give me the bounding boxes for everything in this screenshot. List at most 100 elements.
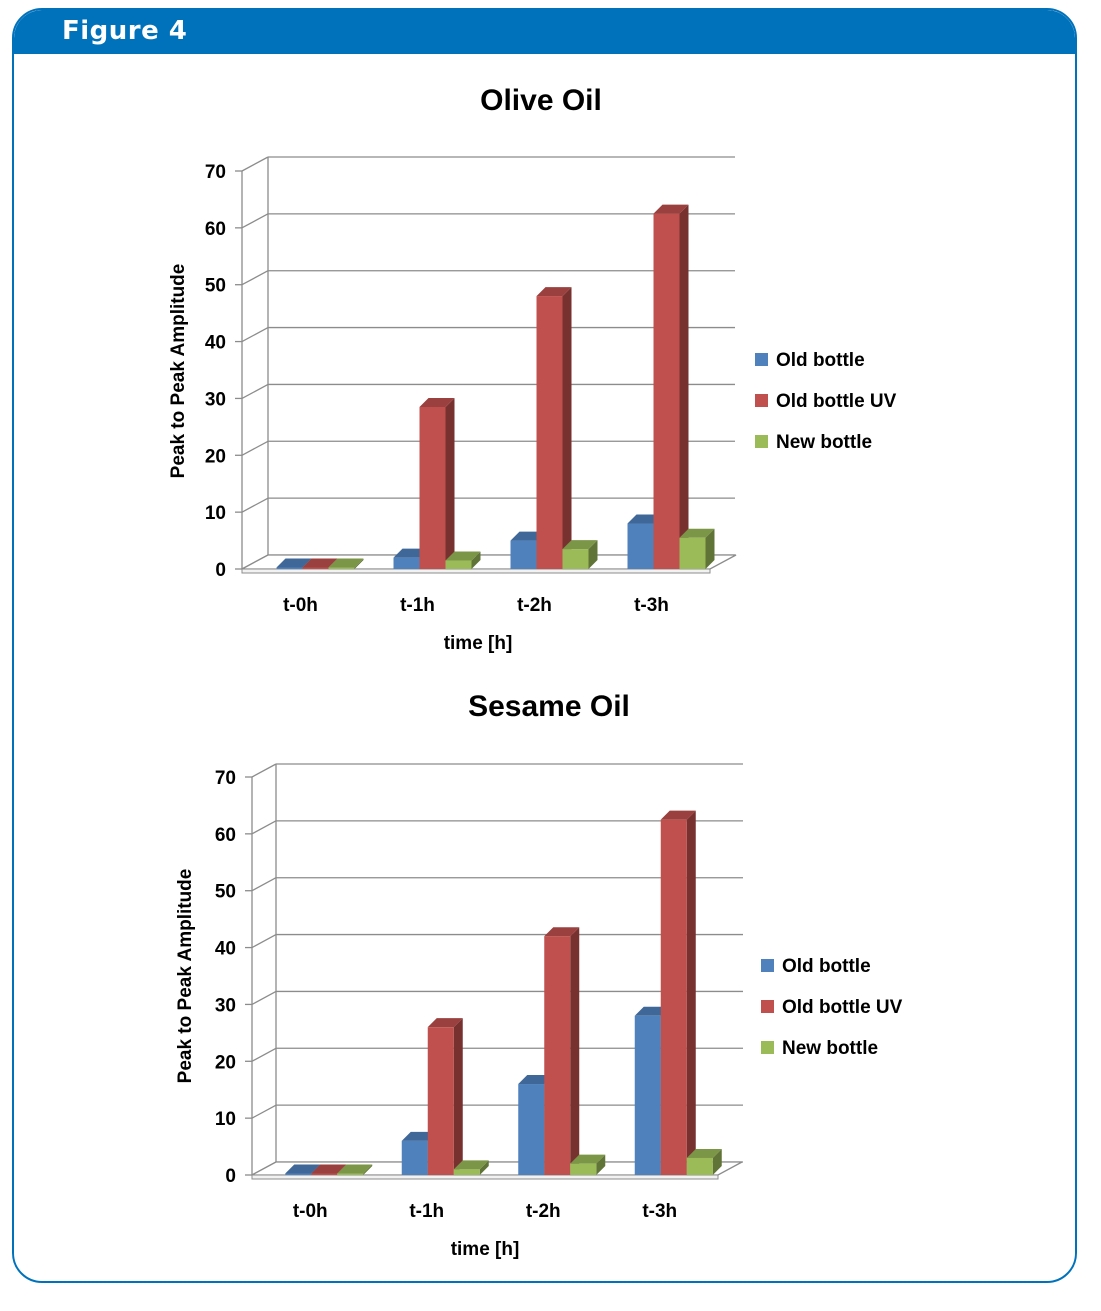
chart-1-bar bbox=[536, 287, 572, 569]
chart-1-bar-front bbox=[328, 567, 355, 569]
chart-2-bar-front bbox=[401, 1140, 428, 1175]
chart-2-bar-side bbox=[363, 1164, 373, 1175]
chart-1-gridline-depth bbox=[241, 326, 269, 343]
chart-1-xtick-label: t-2h bbox=[517, 595, 552, 616]
chart-2-title: Sesame Oil bbox=[468, 690, 630, 723]
chart-2-bar-front bbox=[660, 819, 687, 1175]
chart-2-bar bbox=[544, 927, 580, 1175]
chart-1-legend-swatch bbox=[755, 353, 768, 366]
chart-1-legend-swatch bbox=[755, 394, 768, 407]
chart-1-ytick-label: 40 bbox=[205, 333, 226, 354]
chart-2-legend: Old bottle Old bottle UV New bottle bbox=[761, 956, 903, 1059]
chart-2-legend-label: Old bottle bbox=[782, 956, 871, 977]
chart-1-legend: Old bottle Old bottle UV New bottle bbox=[755, 350, 897, 453]
chart-2-bar-top bbox=[544, 927, 580, 937]
chart-2-legend-swatch bbox=[761, 1000, 774, 1013]
chart-2-xtick-label: t-3h bbox=[642, 1201, 677, 1222]
chart-2-bar-side bbox=[453, 1018, 463, 1175]
chart-2-xtick-label: t-1h bbox=[409, 1201, 444, 1222]
chart-1-bar-front bbox=[679, 537, 706, 569]
chart-2-ytick-label: 20 bbox=[215, 1052, 236, 1073]
chart-2-bar-top bbox=[285, 1164, 321, 1174]
chart-2-ytick-label: 40 bbox=[215, 939, 236, 960]
chart-1-bar bbox=[328, 558, 364, 569]
chart-1-bar-side bbox=[705, 528, 715, 569]
chart-2-bar-front bbox=[453, 1169, 480, 1175]
chart-2-ytick-label: 70 bbox=[215, 768, 236, 789]
chart-1-bar-side bbox=[562, 287, 572, 569]
chart-1-bar-front bbox=[445, 560, 472, 569]
chart-2-legend-label: New bottle bbox=[782, 1038, 878, 1059]
chart-2-bar-top bbox=[686, 1148, 722, 1158]
sesame-oil-chart: Sesame Oil 0 10 20 30 40 50 60 70 t-0h t-1h t-2h t-3… bbox=[175, 690, 903, 1260]
chart-1-ytick-label: 60 bbox=[205, 219, 226, 240]
chart-2-bar-side bbox=[596, 1154, 606, 1175]
chart-2-bar-front bbox=[570, 1163, 597, 1175]
chart-2-bar-side bbox=[479, 1160, 489, 1175]
chart-1-bar-front bbox=[276, 567, 303, 569]
chart-1-xtick-label: t-1h bbox=[400, 595, 435, 616]
chart-1-bar-front bbox=[302, 567, 329, 569]
chart-1-y-axis-title: Peak to Peak Amplitude bbox=[168, 264, 189, 479]
chart-2-ytick-label: 30 bbox=[215, 995, 236, 1016]
chart-1-bar-top bbox=[328, 558, 364, 568]
chart-1-ytick-label: 20 bbox=[205, 446, 226, 467]
chart-2-ytick-label: 50 bbox=[215, 882, 236, 903]
chart-2-xtick-label: t-2h bbox=[526, 1201, 561, 1222]
chart-2-gridline-depth bbox=[251, 763, 277, 778]
chart-1-bar bbox=[419, 397, 455, 569]
chart-1-bar-top bbox=[562, 540, 598, 550]
chart-2-legend-swatch bbox=[761, 959, 774, 972]
chart-2-bar-top bbox=[337, 1164, 373, 1174]
chart-2-gridline-depth bbox=[251, 1047, 277, 1062]
chart-2-legend-swatch bbox=[761, 1041, 774, 1054]
chart-2-gridline-depth bbox=[251, 1104, 277, 1119]
chart-1-bar-side bbox=[679, 204, 689, 569]
chart-1-bar bbox=[679, 528, 715, 569]
chart-1-legend-swatch bbox=[755, 435, 768, 448]
chart-1-legend-label: Old bottle UV bbox=[776, 391, 897, 412]
chart-1-bar bbox=[562, 540, 598, 569]
chart-2-bar bbox=[453, 1160, 489, 1175]
chart-1-bar-front bbox=[562, 549, 589, 569]
chart-1-bar-top bbox=[445, 551, 481, 561]
chart-1-bar-front bbox=[536, 296, 563, 569]
chart-2-bar-top bbox=[427, 1018, 463, 1028]
chart-2-bar-front bbox=[544, 936, 571, 1175]
chart-2-xtick-label: t-0h bbox=[293, 1201, 328, 1222]
chart-1-xtick-label: t-3h bbox=[634, 595, 669, 616]
chart-1-bar-front bbox=[627, 523, 654, 569]
chart-1-bar-front bbox=[510, 540, 537, 569]
chart-2-bar-top bbox=[453, 1160, 489, 1170]
olive-oil-chart: Olive Oil 0 10 20 30 40 50 60 70 t-0h t-1h t-2h t-3h… bbox=[168, 84, 897, 654]
chart-1-xtick-label: t-0h bbox=[283, 595, 318, 616]
chart-1-bar-top bbox=[419, 397, 455, 407]
chart-1-bar bbox=[445, 551, 481, 569]
chart-2-bar-side bbox=[686, 810, 696, 1175]
figure-header-bar: Figure 4 bbox=[14, 10, 1075, 54]
chart-1-bar-top bbox=[653, 204, 689, 214]
chart-2-bar-top bbox=[660, 810, 696, 820]
chart-1-bar-side bbox=[445, 397, 455, 569]
chart-2-x-axis-title: time [h] bbox=[451, 1239, 520, 1260]
chart-1-bar-top bbox=[302, 558, 338, 568]
chart-1-gridline-depth bbox=[241, 383, 269, 400]
chart-2-gridline-depth bbox=[251, 877, 277, 892]
chart-2-bar bbox=[570, 1154, 606, 1175]
chart-2-bar-top bbox=[311, 1164, 347, 1174]
chart-1-bar-side bbox=[588, 540, 598, 569]
chart-1-bar-front bbox=[393, 557, 420, 569]
chart-1-ytick-label: 10 bbox=[205, 503, 226, 524]
chart-2-bar-front bbox=[285, 1173, 312, 1175]
chart-1-gridline-depth bbox=[241, 497, 269, 513]
chart-2-bar-top bbox=[570, 1154, 606, 1164]
chart-2-ytick-label: 10 bbox=[215, 1109, 236, 1130]
chart-2-y-axis-title: Peak to Peak Amplitude bbox=[175, 869, 196, 1084]
chart-1-ytick-label: 30 bbox=[205, 389, 226, 410]
chart-2-bar-front bbox=[337, 1173, 364, 1175]
chart-1-ytick-label: 70 bbox=[205, 162, 226, 183]
chart-2-bar-front bbox=[518, 1084, 545, 1175]
chart-2-bar-front bbox=[686, 1157, 713, 1175]
chart-1-title: Olive Oil bbox=[480, 84, 602, 117]
chart-1-bar-side bbox=[471, 551, 481, 569]
